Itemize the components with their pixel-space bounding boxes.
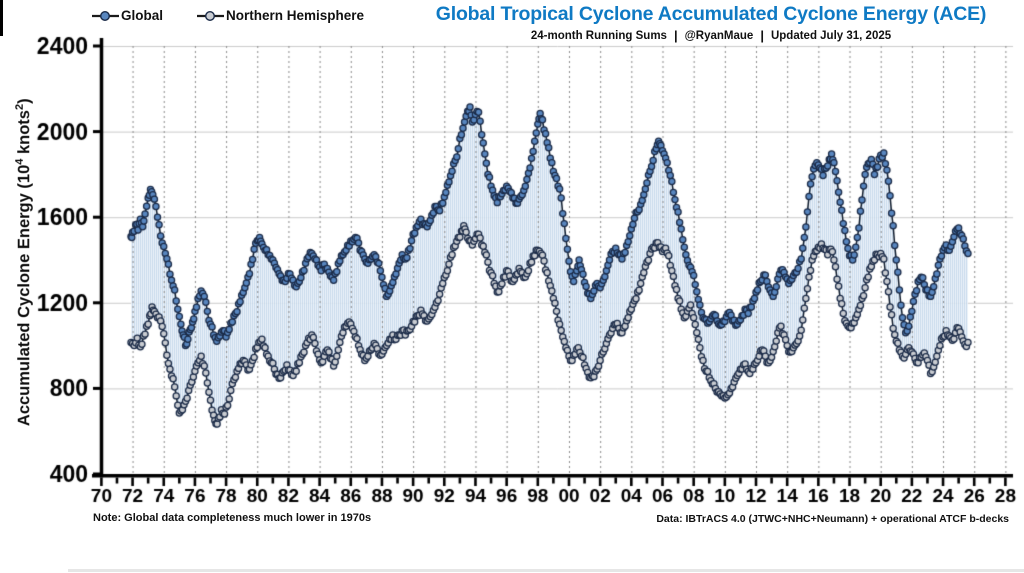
subtitle-separator: | (673, 28, 678, 43)
legend-item-northern-hemisphere: Northern Hemisphere (197, 8, 364, 23)
y-axis-label-text: Accumulated Cyclone Energy (10 (15, 164, 34, 427)
chart-subtitle: 24-month Running Sums | @RyanMaue | Updated … (404, 28, 1018, 43)
bottom-edge-strip (68, 569, 1024, 572)
y-axis-label-units: knots (15, 110, 34, 159)
subtitle-part-author: @RyanMaue (684, 30, 754, 42)
y-axis-label: Accumulated Cyclone Energy (104 knots2) (14, 52, 35, 472)
global-series-marker-icon (92, 10, 119, 21)
chart-legend: Global Northern Hemisphere (92, 8, 364, 23)
data-source-credit: Data: IBTrACS 4.0 (JTWC+NHC+Neumann) + o… (656, 513, 1009, 525)
chart-title: Global Tropical Cyclone Accumulated Cycl… (435, 3, 987, 25)
scan-artifact-bar (0, 0, 3, 36)
y-axis-label-close: ) (15, 98, 34, 104)
legend-label-global: Global (121, 8, 164, 23)
legend-item-global: Global (92, 8, 163, 23)
title-block: Global Tropical Cyclone Accumulated Cycl… (404, 3, 1018, 43)
footnote: Note: Global data completeness much lowe… (93, 512, 372, 524)
nh-series-marker-icon (197, 10, 225, 21)
y-axis-label-exponent: 4 (13, 158, 26, 165)
y-axis-label-exponent2: 2 (13, 103, 26, 111)
legend-label-northern-hemisphere: Northern Hemisphere (226, 8, 365, 23)
subtitle-part-running-sums: 24-month Running Sums (530, 30, 667, 42)
subtitle-part-updated: Updated July 31, 2025 (770, 30, 892, 42)
subtitle-separator: | (760, 28, 764, 43)
